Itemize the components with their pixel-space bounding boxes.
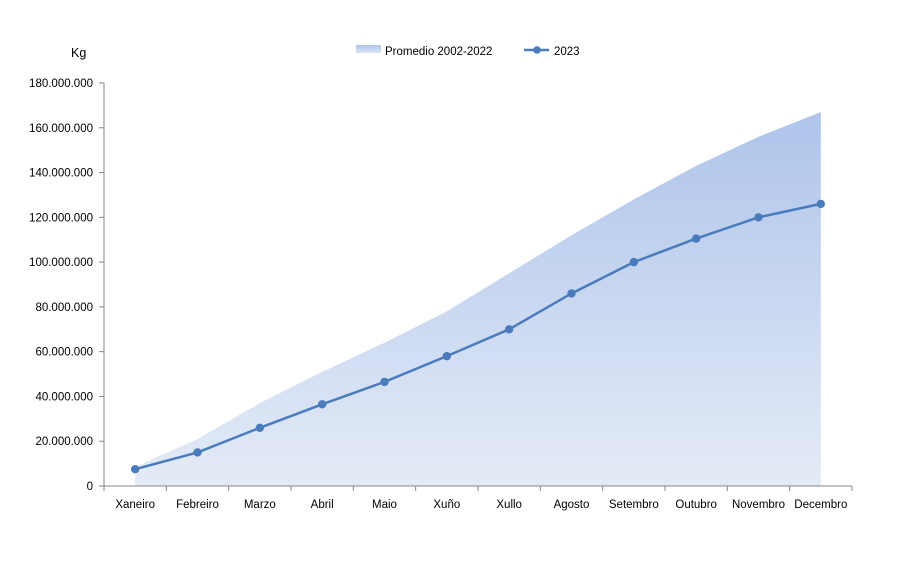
legend-line-marker <box>533 46 541 54</box>
x-tick-label: Agosto <box>554 499 590 511</box>
y-tick-label: 100.000.000 <box>29 257 93 269</box>
data-point-2023 <box>816 199 826 209</box>
y-tick-label: 160.000.000 <box>29 123 93 135</box>
data-point-2023 <box>442 351 452 361</box>
y-tick-label: 40.000.000 <box>35 391 93 403</box>
legend: Promedio 2002-2022 2023 <box>356 45 580 58</box>
data-point-2023 <box>629 257 639 267</box>
data-point-2023 <box>691 234 701 243</box>
y-axis-title: Kg <box>71 46 86 60</box>
data-point-2023 <box>317 400 327 409</box>
x-tick-label: Xaneiro <box>115 499 155 511</box>
data-point-2023 <box>255 423 265 432</box>
data-point-2023 <box>193 448 202 457</box>
x-tick-label: Outubro <box>675 499 717 511</box>
x-tick-label: Xullo <box>496 499 522 511</box>
data-point-2023 <box>130 465 140 474</box>
plot-area: 0 20.000.000 40.000.000 60.000.000 80.000.00… <box>29 78 853 511</box>
x-tick-label: Decembro <box>794 499 847 511</box>
data-point-2023 <box>567 289 576 298</box>
x-tick-label: Marzo <box>244 499 276 511</box>
x-tick-label: Setembro <box>609 499 659 511</box>
x-tick-label: Novembro <box>732 499 785 511</box>
x-tick-label: Xuño <box>433 499 460 511</box>
legend-label-average: Promedio 2002-2022 <box>385 46 492 58</box>
legend-area-swatch <box>356 45 381 53</box>
area-series-average <box>135 112 821 486</box>
legend-label-2023: 2023 <box>554 46 580 58</box>
y-tick-label: 0 <box>87 481 93 493</box>
y-tick-label: 120.000.000 <box>29 212 93 224</box>
x-tick-label: Maio <box>372 499 397 511</box>
y-tick-label: 80.000.000 <box>35 302 93 314</box>
data-point-2023 <box>504 325 514 334</box>
data-point-2023 <box>754 213 763 222</box>
y-tick-label: 20.000.000 <box>35 436 93 448</box>
y-tick-label: 180.000.000 <box>29 78 93 90</box>
x-tick-label: Abril <box>311 499 334 511</box>
y-tick-label: 140.000.000 <box>29 168 93 180</box>
x-tick-label: Febreiro <box>176 499 219 511</box>
line-series-2023 <box>134 202 822 471</box>
y-tick-label: 60.000.000 <box>35 347 93 359</box>
data-point-2023 <box>380 377 389 387</box>
